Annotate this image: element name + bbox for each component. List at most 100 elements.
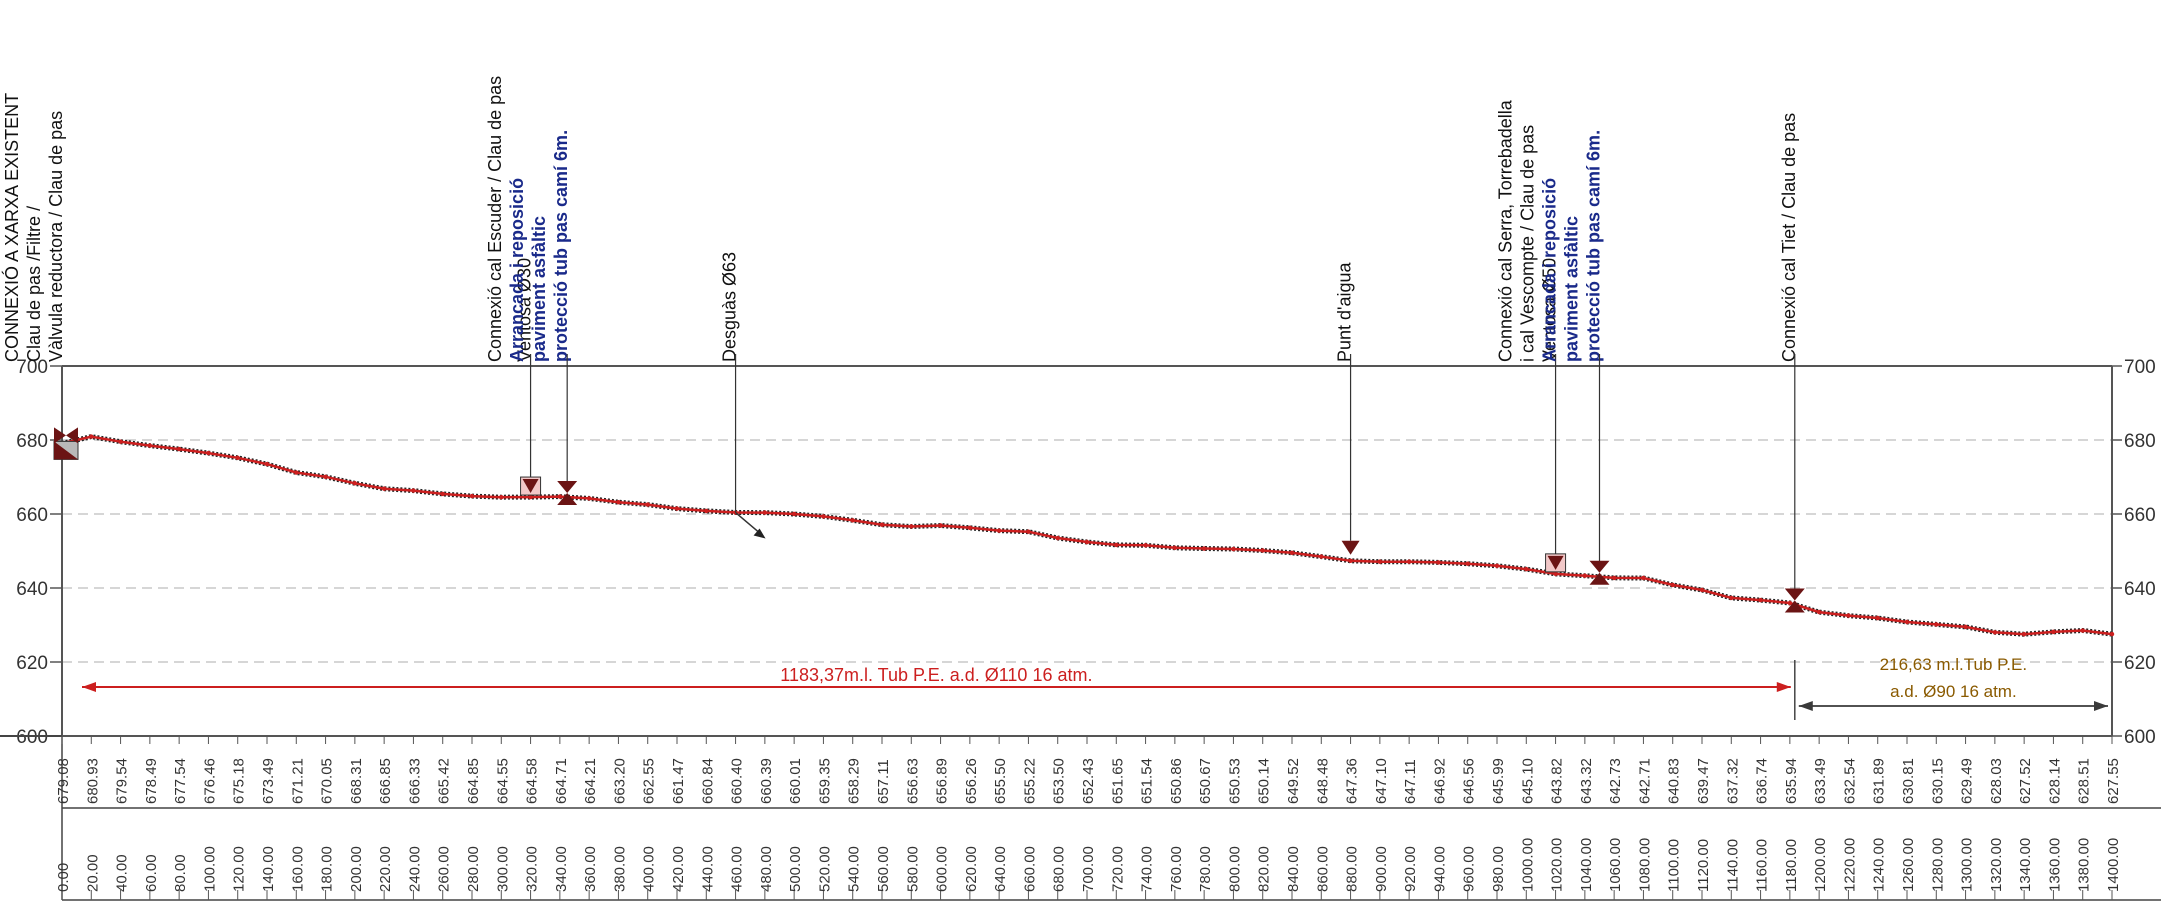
distance-value: 660.00 [1021, 846, 1038, 892]
profile-line [59, 434, 2115, 637]
distance-value: 1020.00 [1549, 838, 1566, 892]
air-valve-icon [522, 479, 539, 494]
profile-point [1992, 630, 1998, 635]
elevation-value: 663.20 [611, 758, 628, 804]
elevation-value: 632.54 [1841, 758, 1858, 804]
elevation-value: 664.55 [494, 758, 511, 804]
elevation-value: 630.15 [1929, 758, 1946, 804]
distance-value: 1160.00 [1754, 839, 1771, 892]
distance-value: 700.00 [1080, 846, 1097, 892]
distance-value: 300.00 [494, 846, 511, 892]
elevation-value: 643.32 [1578, 758, 1595, 804]
annotation-text: Ventosa Ø30 [515, 258, 535, 362]
valve-filter-icon [54, 441, 78, 460]
segment-2-arrow-start [1798, 701, 1813, 711]
profile-point [1641, 575, 1646, 581]
distance-value: 160.00 [289, 846, 306, 892]
elevation-value: 660.01 [787, 758, 804, 804]
y-tick-label-right: 600 [2124, 727, 2156, 748]
distance-value: 320.00 [524, 846, 541, 892]
elevation-value: 679.54 [114, 758, 131, 804]
distance-value: 1380.00 [2076, 838, 2093, 892]
segment-1-arrow-start [82, 682, 96, 692]
profile-point [2021, 631, 2027, 637]
profile-point [528, 494, 533, 500]
distance-value: 420.00 [670, 846, 687, 892]
elevation-value: 637.32 [1724, 758, 1741, 804]
annotation-text: Ventosa Ø50 [1540, 258, 1560, 362]
elevation-value: 650.67 [1197, 758, 1214, 804]
distance-value: 1200.00 [1812, 838, 1829, 892]
elevation-value: 665.42 [436, 758, 453, 804]
elevation-value: 671.21 [289, 758, 306, 804]
segment-1-label: 1183,37m.l. Tub P.E. a.d. Ø110 16 atm. [780, 665, 1092, 685]
distance-value: 620.00 [963, 846, 980, 892]
distance-value: 220.00 [377, 846, 394, 892]
distance-value: 1260.00 [1900, 838, 1917, 892]
elevation-value: 658.29 [846, 758, 863, 804]
profile-point [1611, 575, 1617, 581]
annotation-text: Connexió cal Tiet / Clau de pas [1779, 113, 1799, 362]
profile-point [1260, 548, 1265, 553]
elevation-value: 664.21 [582, 758, 599, 804]
profile-point [469, 493, 475, 499]
profile-point [1729, 595, 1734, 601]
elevation-value: 648.48 [1314, 758, 1331, 804]
profile-point [909, 524, 914, 529]
y-tick-label-left: 600 [16, 727, 48, 748]
profile-point [2109, 631, 2115, 637]
data-table: 679.08 0.00 680.93 20.00 679.54 40.00 678.49 60… [0, 735, 2161, 901]
distance-value: 280.00 [465, 846, 482, 892]
y-tick-label-left: 640 [16, 579, 48, 600]
grid-layer [62, 439, 2112, 663]
elevation-value: 636.74 [1754, 758, 1771, 804]
distance-value: 960.00 [1461, 846, 1478, 892]
profile-point [1582, 573, 1588, 578]
elevation-value: 646.92 [1431, 758, 1448, 804]
profile-point [89, 434, 94, 439]
distance-value: 100.00 [201, 846, 218, 892]
profile-point [1026, 529, 1031, 534]
distance-value: 260.00 [436, 846, 453, 892]
elevation-value: 655.22 [1021, 758, 1038, 804]
elevation-value: 652.43 [1080, 758, 1097, 804]
gate-valve-icon [1784, 588, 1805, 613]
elevation-value: 647.36 [1344, 758, 1361, 804]
profile-point [1670, 582, 1675, 588]
profile-point [704, 508, 709, 514]
distance-value: 780.00 [1197, 846, 1214, 892]
distance-value: 1300.00 [1959, 838, 1976, 892]
elevation-value: 633.49 [1812, 758, 1829, 804]
annotation-text: Vàlvula reductora / Clau de pas [46, 111, 66, 362]
profile-point [499, 494, 504, 500]
distance-value: 460.00 [729, 846, 746, 892]
elevation-value: 643.82 [1549, 758, 1566, 804]
distance-value: 980.00 [1490, 846, 1507, 892]
distance-value: 20.00 [84, 854, 101, 892]
elevation-value: 655.50 [992, 758, 1009, 804]
profile-point [323, 474, 328, 480]
elevation-value: 630.81 [1900, 758, 1917, 804]
elevation-value: 642.73 [1607, 758, 1624, 804]
distance-value: 380.00 [611, 846, 628, 892]
annotation-text: Connexió cal Serra, Torrebadella [1496, 99, 1516, 362]
distance-value: 1340.00 [2017, 838, 2034, 892]
profile-point [1963, 624, 1968, 630]
elevation-value: 647.10 [1373, 758, 1390, 804]
distance-value: 560.00 [875, 846, 892, 892]
elevation-value: 642.71 [1636, 758, 1653, 804]
distance-value: 820.00 [1256, 846, 1273, 892]
segment-2-arrow-end [2094, 701, 2108, 711]
segment-2-label-line2: a.d. Ø90 16 atm. [1890, 682, 2017, 701]
profile-point [1084, 539, 1090, 545]
annotation-text: paviment asfàltic [529, 216, 549, 362]
profile-point [411, 488, 416, 493]
profile-point [1406, 559, 1412, 564]
annotation-text: Clau de pas /Filtre / [24, 206, 44, 362]
profile-point [2080, 628, 2085, 633]
distance-value: 1240.00 [1871, 838, 1888, 892]
distance-value: 900.00 [1373, 846, 1390, 892]
distance-value: 360.00 [582, 846, 599, 892]
profile-point [1348, 558, 1353, 563]
elevation-value: 631.89 [1871, 758, 1888, 804]
